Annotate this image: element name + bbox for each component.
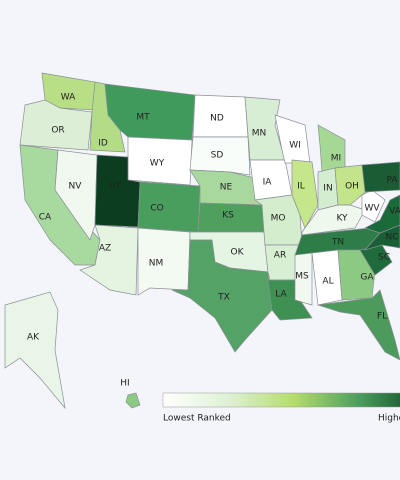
state-label: NE	[220, 183, 233, 193]
state	[334, 164, 369, 206]
legend-high-label: Highest Ranked	[378, 414, 400, 424]
state-label: SD	[211, 151, 224, 161]
state-label: AK	[27, 333, 40, 343]
state-label: KS	[222, 211, 234, 221]
state	[361, 161, 400, 193]
state-label: WA	[61, 93, 76, 103]
state-label: SC	[378, 253, 390, 263]
state-label: FL	[377, 312, 387, 322]
state-label: NM	[149, 259, 164, 269]
state-label: AR	[274, 251, 286, 261]
state-label: PA	[386, 176, 398, 186]
state-label: OH	[345, 182, 359, 192]
state-label: AZ	[99, 244, 111, 254]
state-label: TX	[217, 293, 230, 303]
state-label: OK	[231, 248, 245, 258]
state	[137, 227, 191, 296]
state	[317, 289, 400, 361]
state-label: CA	[39, 213, 52, 223]
state-label: WY	[150, 159, 165, 169]
state-label: MO	[271, 214, 286, 224]
state-label: MN	[252, 129, 267, 139]
state-label: MT	[136, 113, 150, 123]
state-label: AL	[322, 277, 333, 287]
state-label: MI	[331, 154, 341, 164]
state	[317, 124, 346, 173]
state-label: GA	[360, 273, 374, 283]
state-label: TN	[331, 238, 344, 248]
state-label: VA	[389, 207, 400, 217]
state-label: KY	[336, 214, 348, 224]
state	[41, 72, 96, 111]
state-label: WI	[289, 141, 301, 151]
state	[4, 291, 66, 410]
state-label: NV	[69, 182, 83, 192]
state	[54, 149, 98, 241]
state-label: NC	[385, 233, 398, 243]
state-label: IN	[323, 184, 332, 194]
state	[125, 392, 141, 409]
state	[171, 239, 273, 353]
state-label: UT	[109, 182, 122, 192]
state-label: LA	[275, 290, 287, 300]
state-label: ID	[98, 139, 108, 149]
state-label: HI	[120, 379, 129, 389]
legend-bar	[162, 392, 400, 408]
state-label: OR	[51, 126, 64, 136]
state-label: ND	[210, 114, 224, 124]
state-label: CO	[150, 204, 163, 214]
state	[337, 249, 376, 301]
state-label: WV	[364, 204, 380, 214]
state-label: IL	[297, 182, 305, 192]
state-label: IA	[263, 178, 273, 188]
state	[364, 194, 400, 234]
legend-low-label: Lowest Ranked	[163, 414, 231, 424]
state-label: MS	[295, 272, 309, 282]
state	[363, 224, 400, 251]
state	[189, 136, 251, 176]
state	[294, 252, 313, 306]
state	[137, 181, 201, 233]
